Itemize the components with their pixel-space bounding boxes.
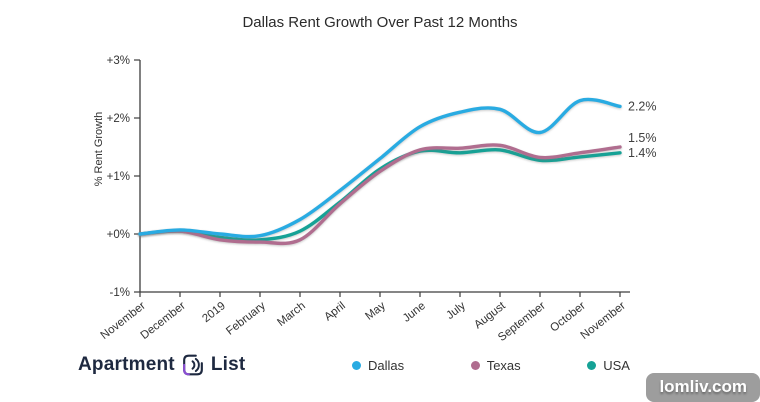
- x-tick-label-5: April: [322, 300, 348, 324]
- legend-label-texas: Texas: [486, 358, 521, 373]
- end-label-usa: 1.4%: [628, 146, 657, 160]
- brand-word-apartment: Apartment: [78, 354, 175, 375]
- chart-legend: Dallas Texas USA: [352, 358, 630, 373]
- watermark-badge: lomliv.com: [646, 373, 760, 402]
- series-line-usa: [138, 147, 622, 242]
- x-tick-label-1: December: [139, 300, 188, 342]
- x-tick-label-7: June: [401, 300, 428, 325]
- end-label-texas: 1.5%: [628, 131, 657, 145]
- x-tick-label-8: July: [444, 300, 468, 322]
- dallas-legend-dot: [352, 361, 361, 370]
- x-tick-label-4: March: [275, 300, 308, 329]
- legend-item-usa[interactable]: USA: [587, 358, 630, 373]
- legend-label-dallas: Dallas: [368, 358, 405, 373]
- x-tick-label-3: February: [224, 300, 268, 338]
- x-tick-label-6: May: [363, 300, 388, 323]
- series-line-texas: [138, 143, 622, 246]
- legend-label-usa: USA: [603, 358, 630, 373]
- x-tick-label-9: August: [472, 299, 508, 331]
- texas-legend-dot: [470, 361, 480, 370]
- apartment-list-logo: Apartment List: [78, 352, 245, 378]
- y-tick-label-1: +2%: [107, 113, 130, 125]
- end-label-dallas: 2.2%: [628, 99, 657, 113]
- y-tick-label-4: -1%: [110, 287, 130, 299]
- legend-item-dallas[interactable]: Dallas: [352, 358, 404, 373]
- y-tick-label-2: +1%: [107, 171, 130, 183]
- brand-word-list: List: [210, 354, 246, 375]
- y-tick-label-0: +3%: [107, 55, 130, 67]
- chart-title: Dallas Rent Growth Over Past 12 Months: [242, 14, 518, 31]
- y-tick-label-3: +0%: [107, 229, 130, 241]
- x-tick-label-12: November: [579, 300, 628, 342]
- apartment-list-logo-icon: [180, 352, 206, 378]
- x-tick-label-2: 2019: [200, 300, 228, 325]
- legend-item-texas[interactable]: Texas: [470, 358, 521, 373]
- usa-legend-dot: [587, 361, 597, 370]
- series-line-dallas: [138, 97, 622, 239]
